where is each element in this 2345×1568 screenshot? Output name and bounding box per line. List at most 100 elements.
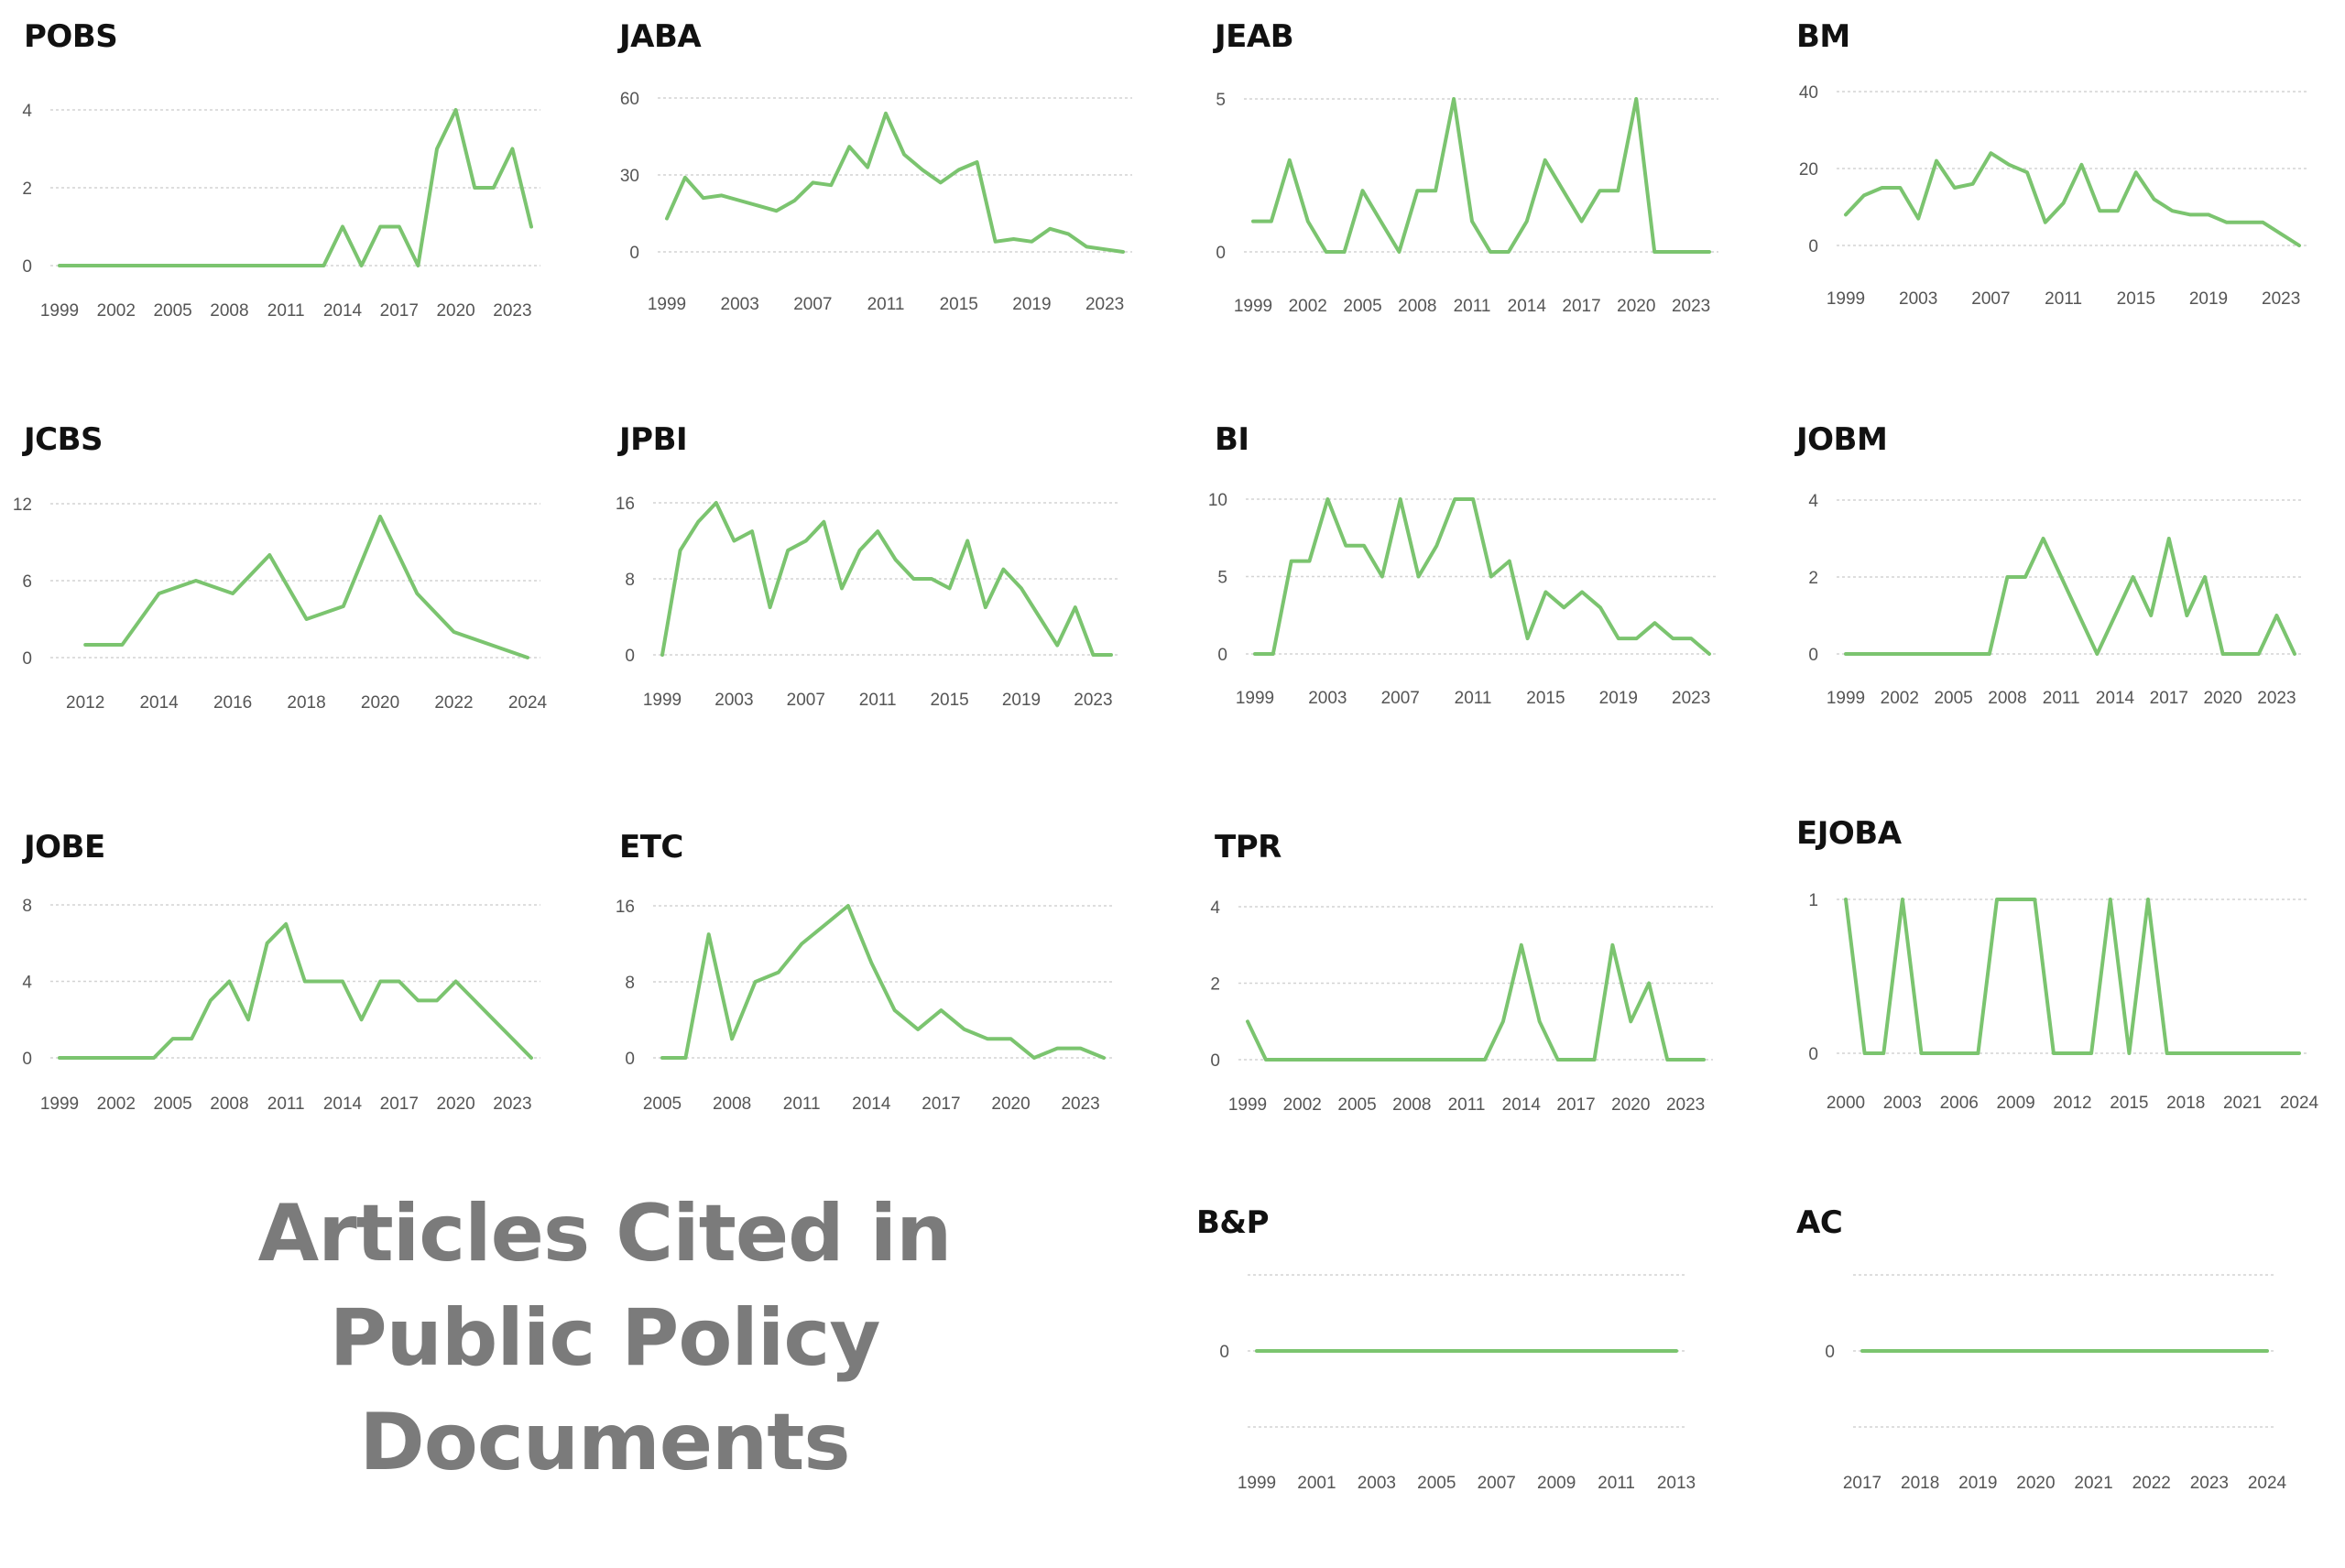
data-point bbox=[1054, 1046, 1060, 1051]
x-tick-label: 2014 bbox=[323, 301, 363, 321]
data-point bbox=[956, 167, 962, 172]
data-point bbox=[1670, 249, 1675, 255]
data-point bbox=[682, 1055, 688, 1061]
data-point bbox=[1414, 188, 1420, 193]
data-point bbox=[304, 616, 310, 622]
data-point bbox=[1254, 1348, 1260, 1354]
data-point bbox=[1862, 1051, 1868, 1056]
line-chart: 0 2 4 1999 2002 2005 2008 2011 2014 2017 2020 2023 bbox=[1210, 898, 1713, 1115]
data-point bbox=[2004, 574, 2010, 580]
data-point bbox=[1047, 226, 1053, 232]
data-point bbox=[2264, 1348, 2270, 1354]
data-point bbox=[453, 107, 459, 113]
data-point bbox=[1561, 188, 1566, 193]
x-tick-label: 2020 bbox=[436, 301, 474, 321]
x-tick-label: 2003 bbox=[1899, 289, 1937, 309]
x-tick-label: 2007 bbox=[1971, 289, 2010, 309]
x-tick-label: 2005 bbox=[643, 1094, 682, 1114]
data-point bbox=[1688, 249, 1694, 255]
x-tick-label: 2019 bbox=[2189, 289, 2228, 309]
x-tick-label: 2011 bbox=[2043, 689, 2080, 708]
data-point bbox=[1597, 188, 1602, 193]
data-point bbox=[1707, 249, 1712, 255]
data-point bbox=[1537, 1018, 1543, 1024]
chart-title: JOBM bbox=[1796, 421, 1888, 458]
line-chart: 0 6 12 2012 2014 2016 2018 2020 2022 2024 bbox=[13, 495, 548, 713]
data-point bbox=[208, 263, 213, 268]
x-tick-label: 2012 bbox=[66, 693, 104, 713]
x-tick-label: 2019 bbox=[1002, 691, 1041, 710]
data-point bbox=[1102, 246, 1107, 252]
data-point bbox=[189, 1036, 194, 1041]
y-tick-label: 0 bbox=[1808, 1045, 1818, 1064]
x-tick-label: 2013 bbox=[1657, 1474, 1696, 1493]
data-point bbox=[1245, 1018, 1250, 1024]
data-point bbox=[340, 979, 345, 985]
y-tick-label: 0 bbox=[22, 257, 32, 277]
data-point bbox=[208, 997, 213, 1003]
data-point bbox=[2131, 574, 2136, 580]
chart-title: JABA bbox=[619, 18, 702, 55]
x-tick-label: 2020 bbox=[1611, 1095, 1650, 1115]
x-tick-label: 2011 bbox=[1455, 689, 1492, 708]
series-line bbox=[1251, 97, 1711, 254]
data-point bbox=[94, 263, 100, 268]
data-point bbox=[415, 263, 420, 268]
data-point bbox=[965, 539, 970, 544]
data-point bbox=[1933, 651, 1938, 657]
data-point bbox=[2070, 1051, 2076, 1056]
x-tick-label: 2014 bbox=[852, 1094, 891, 1114]
data-point bbox=[359, 1017, 365, 1022]
x-tick-label: 2006 bbox=[1940, 1094, 1979, 1113]
data-point bbox=[1000, 567, 1006, 572]
data-point bbox=[2242, 220, 2248, 225]
y-tick-label: 16 bbox=[616, 495, 635, 514]
data-point bbox=[119, 642, 125, 648]
x-tick-label: 2023 bbox=[2257, 689, 2296, 708]
data-point bbox=[1609, 942, 1615, 948]
data-point bbox=[2051, 1051, 2056, 1056]
line-chart: 0 2 4 1999 2002 2005 2008 2011 2014 2017 2020 2023 bbox=[1808, 492, 2304, 708]
data-point bbox=[1643, 1348, 1649, 1354]
series-line bbox=[660, 501, 1113, 657]
y-tick-label: 10 bbox=[1208, 491, 1227, 510]
data-point bbox=[1615, 188, 1620, 193]
data-point bbox=[1108, 652, 1114, 658]
data-point bbox=[1494, 1348, 1500, 1354]
data-point bbox=[1879, 651, 1884, 657]
x-tick-label: 2003 bbox=[714, 691, 753, 710]
data-point bbox=[1488, 249, 1493, 255]
x-tick-label: 2008 bbox=[713, 1094, 751, 1114]
data-point bbox=[377, 514, 383, 519]
chart-panel-etc: ETC 0 8 16 2005 2008 2011 2014 2017 2020 2023 bbox=[605, 820, 1154, 1149]
data-point bbox=[1314, 1348, 1319, 1354]
data-point bbox=[2033, 1348, 2038, 1354]
chart-panel-jcbs: JCBS 0 6 12 2012 2014 2016 2018 2020 2022 2024 bbox=[9, 412, 550, 746]
data-point bbox=[245, 263, 251, 268]
data-point bbox=[2013, 897, 2019, 902]
x-tick-label: 2019 bbox=[1958, 1474, 1997, 1493]
x-tick-label: 2023 bbox=[1061, 1094, 1099, 1114]
chart-panel-jpbi: JPBI 0 8 16 1999 2003 2007 2011 2015 2019 2023 bbox=[605, 412, 1154, 746]
data-point bbox=[883, 111, 889, 116]
x-tick-label: 2023 bbox=[1672, 689, 1710, 708]
x-tick-label: 2020 bbox=[361, 693, 399, 713]
x-tick-label: 2009 bbox=[1996, 1094, 2034, 1113]
data-point bbox=[1380, 574, 1385, 580]
x-tick-label: 2020 bbox=[1617, 297, 1655, 316]
data-point bbox=[893, 557, 899, 562]
data-point bbox=[752, 979, 758, 985]
data-point bbox=[1843, 212, 1849, 217]
data-point bbox=[983, 604, 988, 610]
y-tick-label: 2 bbox=[1210, 975, 1220, 995]
data-point bbox=[678, 548, 683, 553]
data-point bbox=[2078, 162, 2084, 168]
data-point bbox=[2202, 574, 2208, 580]
data-point bbox=[1284, 1348, 1290, 1354]
chart-panel-tpr: TPR 0 2 4 1999 2002 2005 2008 2011 2014 2017 2020 20… bbox=[1200, 820, 1750, 1149]
data-point bbox=[2006, 162, 2012, 168]
x-tick-label: 2024 bbox=[2248, 1474, 2287, 1493]
data-point bbox=[1937, 1051, 1943, 1056]
data-point bbox=[2278, 231, 2284, 236]
chart-title: AC bbox=[1796, 1204, 1843, 1241]
